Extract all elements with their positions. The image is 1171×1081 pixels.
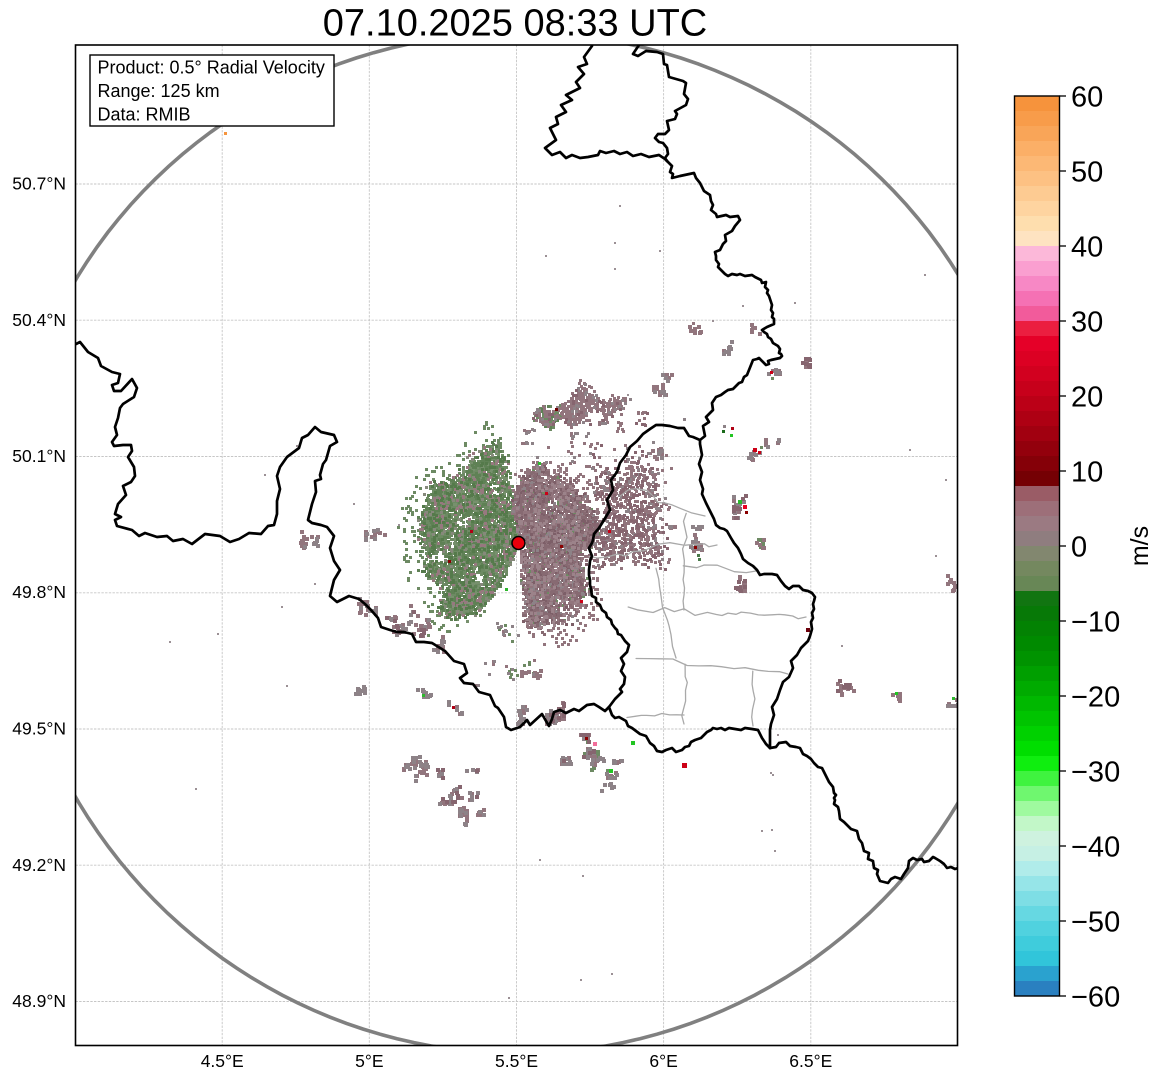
svg-text:50.4°N: 50.4°N bbox=[12, 310, 66, 330]
svg-text:50.1°N: 50.1°N bbox=[12, 446, 66, 466]
svg-text:6°E: 6°E bbox=[649, 1051, 677, 1071]
svg-text:07.10.2025 08:33 UTC: 07.10.2025 08:33 UTC bbox=[323, 3, 708, 45]
svg-text:40: 40 bbox=[1071, 232, 1103, 264]
svg-text:49.5°N: 49.5°N bbox=[12, 719, 66, 739]
svg-text:−50: −50 bbox=[1071, 907, 1120, 939]
svg-text:60: 60 bbox=[1071, 82, 1103, 114]
svg-text:0: 0 bbox=[1071, 532, 1087, 564]
svg-text:Data: RMIB: Data: RMIB bbox=[98, 105, 191, 125]
svg-text:48.9°N: 48.9°N bbox=[12, 991, 66, 1011]
svg-text:50: 50 bbox=[1071, 157, 1103, 189]
svg-text:49.8°N: 49.8°N bbox=[12, 582, 66, 602]
svg-text:30: 30 bbox=[1071, 307, 1103, 339]
svg-text:5°E: 5°E bbox=[355, 1051, 383, 1071]
svg-text:10: 10 bbox=[1071, 457, 1103, 489]
svg-text:−10: −10 bbox=[1071, 607, 1120, 639]
svg-text:Product: 0.5° Radial Velocity: Product: 0.5° Radial Velocity bbox=[98, 58, 325, 78]
svg-text:50.7°N: 50.7°N bbox=[12, 174, 66, 194]
svg-text:20: 20 bbox=[1071, 382, 1103, 414]
svg-text:6.5°E: 6.5°E bbox=[789, 1051, 832, 1071]
svg-text:Range: 125 km: Range: 125 km bbox=[98, 81, 220, 101]
svg-text:−60: −60 bbox=[1071, 982, 1120, 1014]
svg-text:m/s: m/s bbox=[1126, 526, 1154, 566]
svg-text:5.5°E: 5.5°E bbox=[495, 1051, 538, 1071]
svg-text:49.2°N: 49.2°N bbox=[12, 855, 66, 875]
svg-text:−40: −40 bbox=[1071, 832, 1120, 864]
svg-text:−30: −30 bbox=[1071, 757, 1120, 789]
svg-text:4.5°E: 4.5°E bbox=[201, 1051, 244, 1071]
svg-text:−20: −20 bbox=[1071, 682, 1120, 714]
